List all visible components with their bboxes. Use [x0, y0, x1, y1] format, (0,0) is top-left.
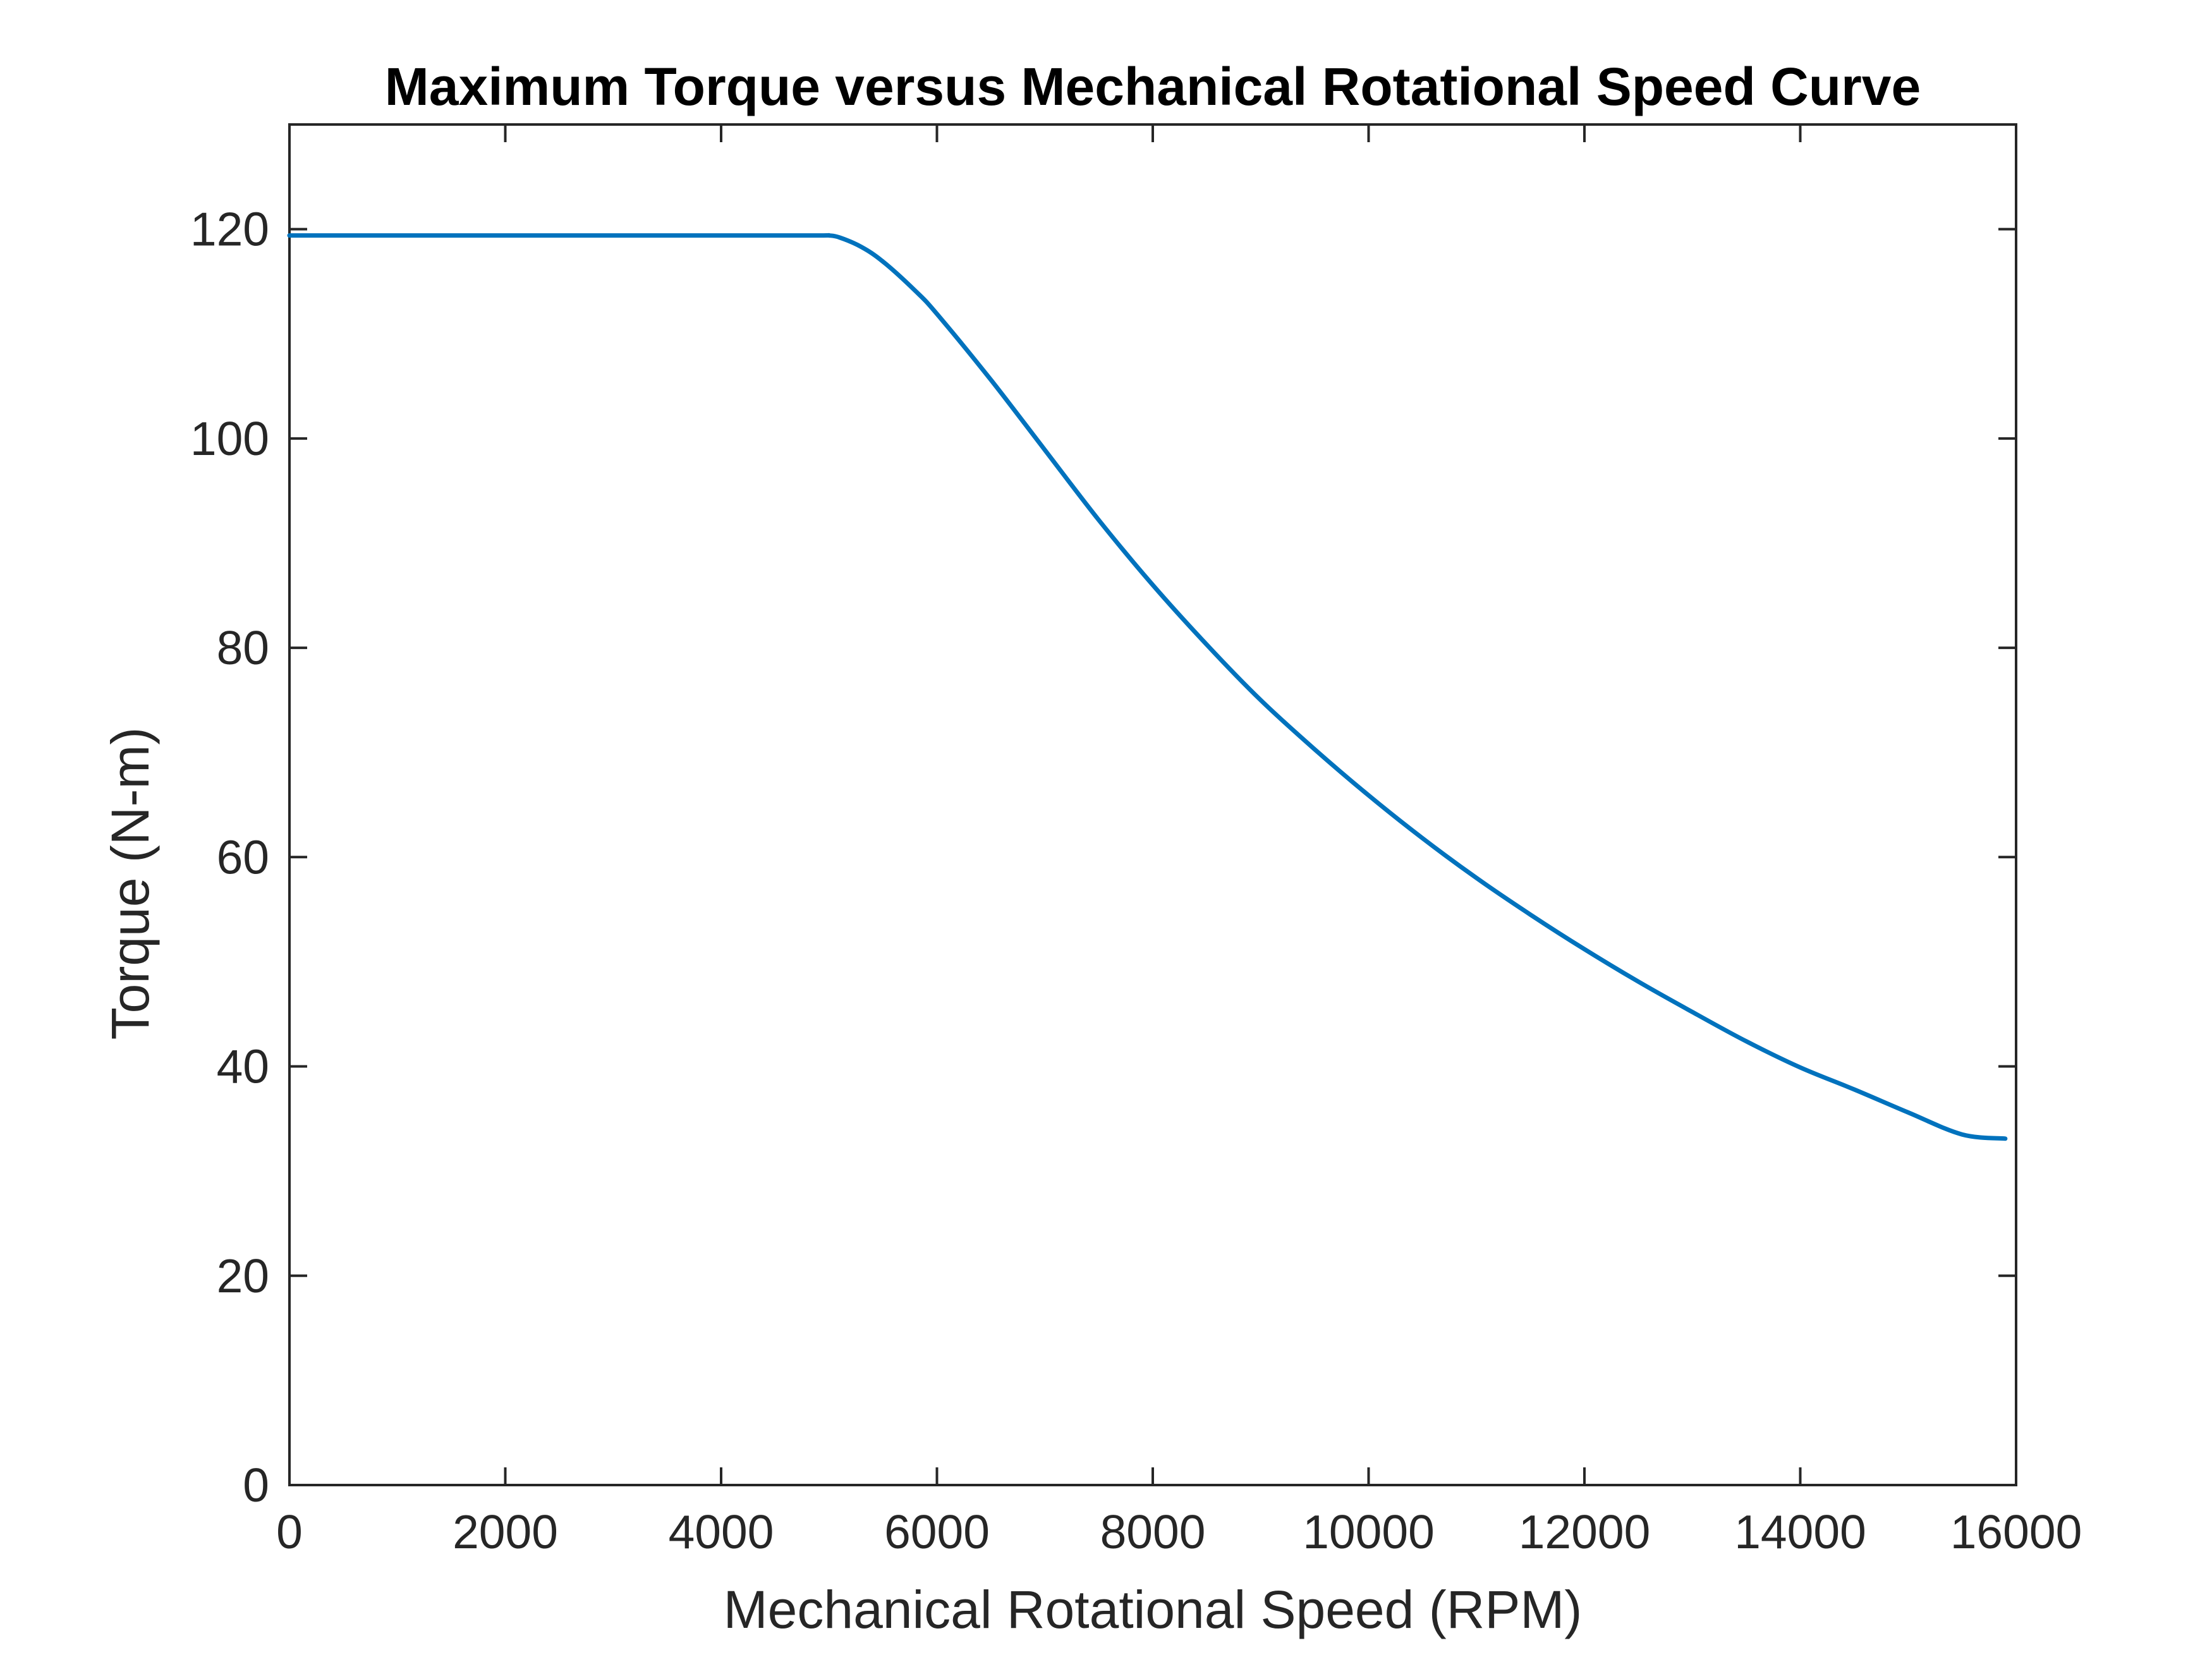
data-point	[1906, 1110, 1910, 1114]
data-point	[1529, 913, 1533, 916]
data-point	[2003, 1137, 2007, 1141]
data-point	[1205, 643, 1208, 646]
data-point	[838, 236, 842, 240]
y-tick-label: 80	[217, 621, 269, 674]
data-point	[611, 234, 615, 238]
plot-area	[288, 123, 2017, 1486]
data-point	[1583, 947, 1586, 951]
y-tick-label: 60	[217, 830, 269, 883]
data-point	[817, 234, 820, 238]
series-layer	[287, 233, 2008, 1141]
x-tick-label: 16000	[1950, 1505, 2082, 1558]
x-tick-label: 4000	[669, 1505, 774, 1558]
y-axis-label: Torque (N-m)	[100, 727, 160, 1040]
data-point	[935, 312, 939, 316]
x-axis: 0 2000 4000 6000 8000 10000 12000 14000 16000	[276, 124, 2082, 1558]
y-axis: 0 20 40 60 80 100 120	[190, 203, 2016, 1512]
data-point	[1043, 448, 1047, 452]
data-point	[1799, 1065, 1802, 1069]
data-point	[1097, 518, 1101, 522]
y-tick-label: 100	[190, 412, 269, 465]
x-tick-label: 6000	[884, 1505, 990, 1558]
plot-frame	[288, 123, 2017, 1486]
data-point	[1636, 980, 1640, 983]
data-point	[1960, 1132, 1964, 1136]
series-line	[287, 233, 2008, 1141]
data-point	[1367, 794, 1371, 798]
data-point	[1259, 698, 1263, 702]
data-point	[504, 234, 507, 238]
data-point	[827, 234, 831, 238]
data-point	[1151, 583, 1155, 587]
x-tick-label: 14000	[1734, 1505, 1866, 1558]
data-point	[989, 378, 993, 382]
x-tick-label: 8000	[1100, 1505, 1206, 1558]
data-point	[1421, 837, 1425, 840]
x-tick-label: 0	[276, 1505, 303, 1558]
data-point	[396, 234, 399, 238]
chart-title: Maximum Torque versus Mechanical Rotatio…	[385, 57, 1921, 116]
data-point	[1852, 1088, 1856, 1091]
data-point	[719, 234, 723, 238]
data-point	[1691, 1010, 1694, 1014]
data-point	[913, 289, 917, 293]
data-point	[288, 234, 291, 238]
y-tick-label: 120	[190, 203, 269, 256]
x-axis-label: Mechanical Rotational Speed (RPM)	[724, 1580, 1583, 1639]
data-point	[1313, 748, 1316, 751]
y-tick-label: 0	[243, 1459, 269, 1512]
data-point	[881, 260, 885, 264]
data-point	[1474, 876, 1478, 880]
x-tick-label: 12000	[1519, 1505, 1651, 1558]
y-tick-label: 20	[217, 1249, 269, 1302]
data-point	[1744, 1040, 1748, 1043]
y-tick-label: 40	[217, 1040, 269, 1093]
data-point	[860, 245, 863, 249]
x-tick-label: 10000	[1303, 1505, 1435, 1558]
x-tick-label: 2000	[453, 1505, 558, 1558]
